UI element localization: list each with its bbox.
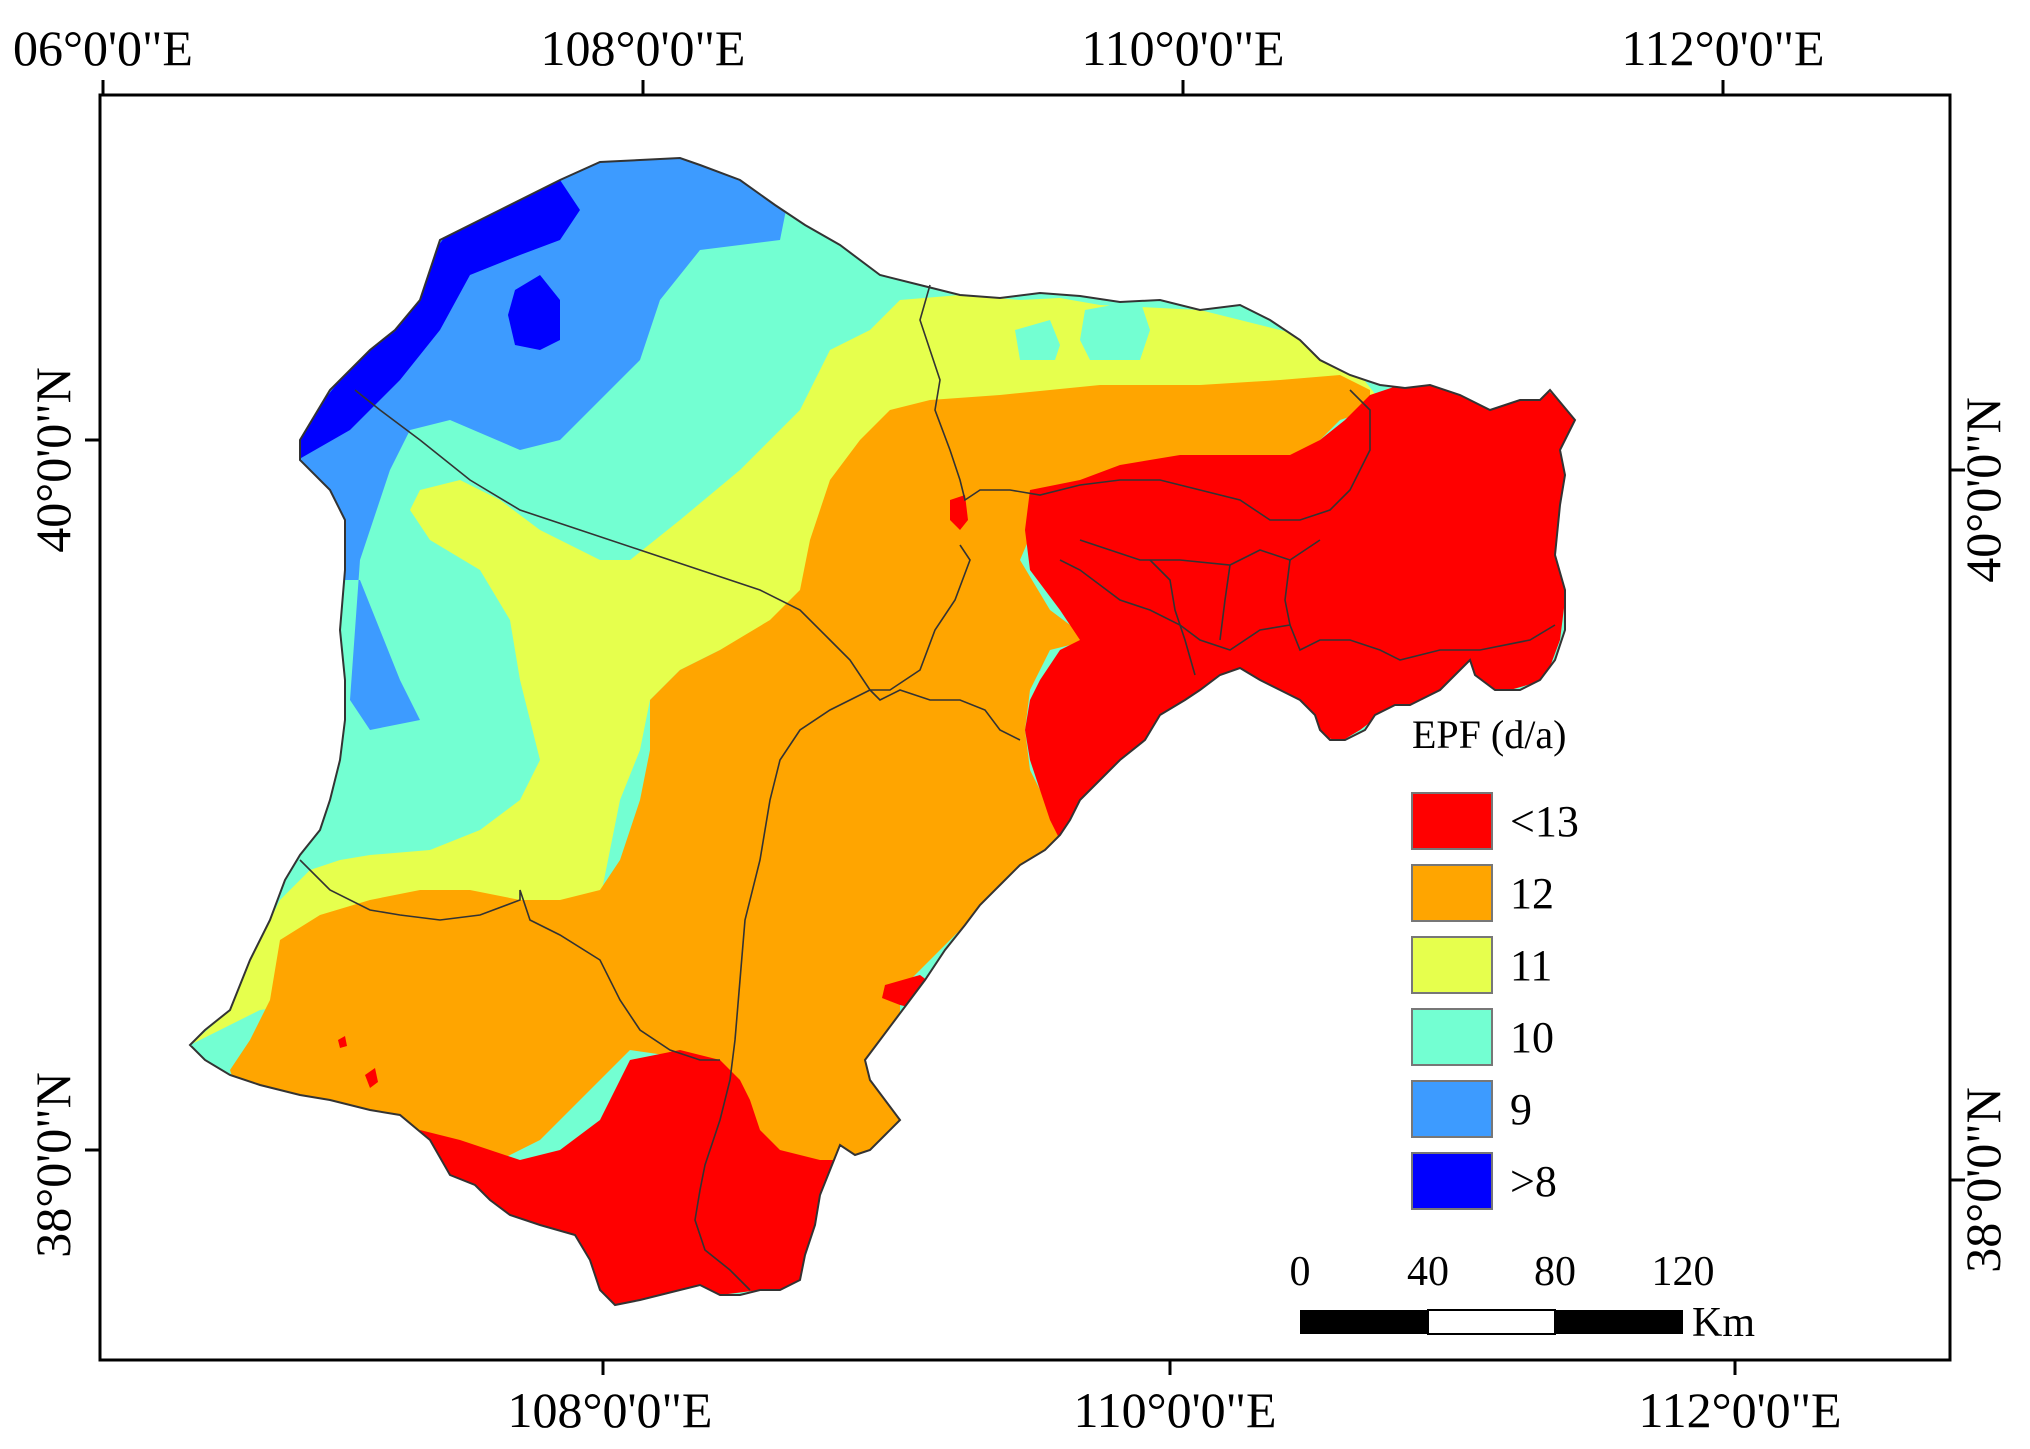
scale-segment — [1300, 1310, 1428, 1334]
scale-tick-label: 80 — [1534, 1249, 1576, 1295]
zone-13-patch — [950, 495, 968, 530]
zone-11 — [190, 295, 1380, 1045]
zone-8 — [280, 180, 580, 470]
county-boundaries — [299, 284, 1556, 1291]
zone-13-patch — [365, 1068, 378, 1088]
scale-tick-label: 120 — [1652, 1249, 1715, 1295]
top-lon-label: 108°0'0"E — [541, 20, 746, 76]
zone-13-south — [420, 1050, 890, 1305]
scale-segment — [1555, 1310, 1683, 1334]
legend-label: 10 — [1510, 1013, 1554, 1062]
scale-unit: Km — [1692, 1300, 1755, 1346]
top-lon-label: 112°0'0"E — [1621, 20, 1824, 76]
bottom-lon-label: 112°0'0"E — [1638, 1382, 1841, 1438]
legend-swatch — [1411, 936, 1493, 994]
zone-13-patch — [338, 1036, 347, 1048]
legend-label: <13 — [1510, 797, 1579, 846]
epf-zones — [190, 158, 1575, 1305]
legend-title: EPF (d/a) — [1412, 712, 1566, 757]
zone-8-patch — [508, 275, 560, 350]
zone-10-patch — [1080, 300, 1150, 360]
bottom-lon-label: 110°0'0"E — [1073, 1382, 1276, 1438]
top-lon-label: 06°0'0"E — [13, 20, 193, 76]
legend: <13 12 11 10 9 >8 — [1411, 792, 1579, 1210]
legend-swatch — [1411, 792, 1493, 850]
legend-label: 9 — [1510, 1085, 1532, 1134]
region-outline — [188, 156, 1577, 1307]
scale-bar: 0 40 80 120 Km — [1290, 1249, 1756, 1346]
legend-swatch — [1411, 1152, 1493, 1210]
legend-label: 12 — [1510, 869, 1554, 918]
scale-tick-label: 40 — [1407, 1249, 1449, 1295]
zone-12 — [230, 375, 1370, 1170]
legend-label: 11 — [1510, 941, 1552, 990]
right-lat-label: 40°0'0"N — [1955, 397, 2011, 583]
legend-swatch — [1411, 1080, 1493, 1138]
legend-label: >8 — [1510, 1157, 1557, 1206]
scale-segment — [1427, 1309, 1556, 1335]
top-lon-label: 110°0'0"E — [1081, 20, 1284, 76]
scale-tick-label: 0 — [1290, 1249, 1311, 1295]
bottom-lon-label: 108°0'0"E — [508, 1382, 713, 1438]
left-lat-label: 40°0'0"N — [25, 367, 81, 553]
frame-ticks — [85, 80, 1965, 1375]
left-lat-label: 38°0'0"N — [25, 1072, 81, 1258]
legend-swatch — [1411, 1008, 1493, 1066]
right-lat-label: 38°0'0"N — [1955, 1087, 2011, 1273]
legend-swatch — [1411, 864, 1493, 922]
map-frame — [98, 93, 1952, 1362]
zone-10-patch — [1015, 320, 1060, 360]
